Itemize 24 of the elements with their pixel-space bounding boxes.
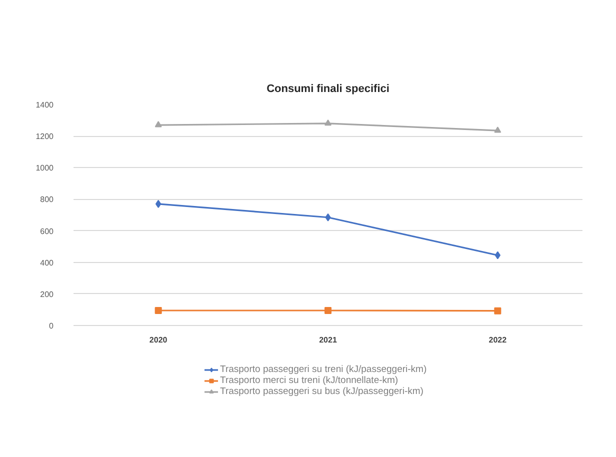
point xyxy=(324,119,332,126)
legend-label: Trasporto passeggeri su bus (kJ/passeggeri-km) xyxy=(220,386,424,397)
x-tick-label: 2022 xyxy=(488,336,508,344)
y-tick-label: 600 xyxy=(40,226,54,236)
chart-title: Consumi finali specifici xyxy=(266,83,390,95)
y-tick-label: 1000 xyxy=(36,164,54,173)
point xyxy=(154,121,162,128)
y-tick-label: 0 xyxy=(49,322,54,330)
point xyxy=(324,307,332,314)
point xyxy=(494,251,500,260)
point xyxy=(325,213,331,222)
y-tick-label: 400 xyxy=(40,258,54,268)
point xyxy=(494,126,502,133)
x-tick-label: 2021 xyxy=(319,336,338,344)
x-tick-label: 2020 xyxy=(149,336,168,344)
point xyxy=(156,200,162,208)
legend-label: Trasporto merci su treni (kJ/tonnellate-km) xyxy=(220,375,398,386)
legend-label: Trasporto passeggeri su treni (kJ/passeggeri-km) xyxy=(220,364,427,375)
y-tick-label: 800 xyxy=(40,195,54,204)
point xyxy=(494,307,502,314)
y-tick-label: 1400 xyxy=(36,100,54,110)
point xyxy=(154,307,162,314)
y-tick-label: 200 xyxy=(40,290,54,299)
y-tick-label: 1200 xyxy=(36,132,54,142)
